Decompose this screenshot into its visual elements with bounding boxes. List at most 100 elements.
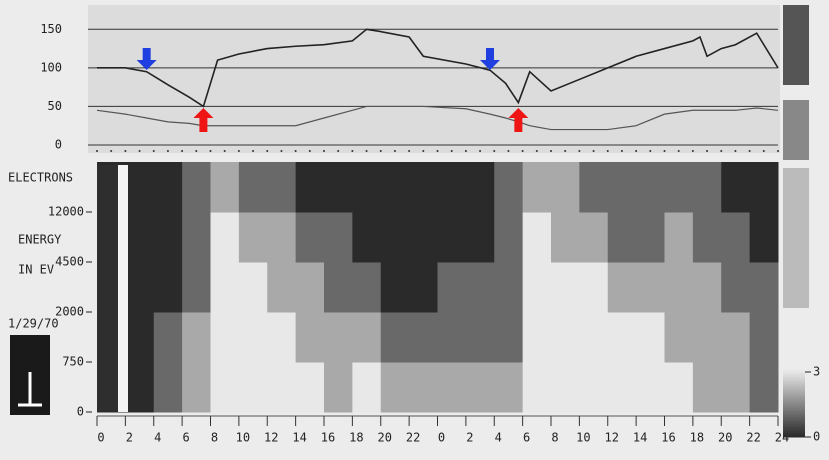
y-tick-label: 150 [40, 22, 62, 36]
heat-cell [153, 212, 183, 263]
dot [96, 150, 98, 152]
colorbar-step [783, 387, 805, 391]
heat-cell [295, 212, 325, 263]
arrow [136, 48, 157, 70]
heat-cell [210, 162, 240, 213]
heat-cell [267, 212, 297, 263]
dot [408, 150, 411, 152]
x-tick-label: 0 [97, 431, 104, 445]
heat-cell [551, 162, 580, 213]
colorbar-step [783, 382, 805, 386]
heat-cell [238, 212, 268, 263]
heat-cell [380, 312, 410, 363]
heat-cell [607, 262, 637, 313]
heat-cell [380, 262, 410, 313]
dot [734, 150, 737, 152]
x-tick-label: 18 [349, 431, 363, 445]
dot [280, 150, 283, 152]
heat-cell [551, 362, 580, 413]
heat-cell [437, 212, 467, 263]
heat-cell [295, 262, 325, 313]
heat-cell [437, 262, 467, 313]
heat-cell [324, 212, 353, 263]
heat-cell [182, 262, 211, 313]
heat-cell [607, 312, 637, 363]
dot [777, 150, 779, 152]
heat-cell [409, 212, 438, 263]
y-tick-label: 750 [62, 355, 84, 369]
x-tick-label: 0 [438, 431, 445, 445]
heat-cell [295, 312, 325, 363]
heat-cell [636, 212, 665, 263]
dot [152, 150, 155, 152]
colorbar-step [783, 414, 805, 418]
heat-cell [607, 212, 637, 263]
x-tick-label: 8 [211, 431, 218, 445]
colorbar-step [783, 427, 805, 431]
heat-cell [324, 362, 353, 413]
dot [550, 150, 552, 152]
heat-cell [182, 212, 211, 263]
arrow [479, 48, 500, 70]
colorbar-step [783, 409, 805, 413]
dot [308, 150, 311, 152]
heat-cell [465, 312, 495, 363]
y-tick-label: 0 [77, 405, 84, 419]
heat-cell [692, 312, 722, 363]
heat-cell [182, 362, 211, 413]
heat-cell [409, 312, 438, 363]
dot [606, 150, 609, 152]
dot [677, 150, 680, 152]
dot [592, 150, 595, 152]
chart-title: ELECTRONS [8, 171, 73, 185]
heat-cell [522, 312, 552, 363]
colorbar-step [783, 430, 805, 434]
heat-cell [409, 362, 438, 413]
colorbar-step [783, 416, 805, 420]
heat-cell [267, 262, 297, 313]
colorbar-step [783, 373, 805, 377]
heat-cell [664, 162, 694, 213]
dot [450, 150, 453, 152]
x-tick-label: 20 [378, 431, 392, 445]
side-patch [783, 5, 809, 85]
heat-cell [579, 312, 609, 363]
heat-cell [153, 362, 183, 413]
colorbar-label: 0 [813, 430, 820, 444]
colorbar-step [783, 398, 805, 402]
dot [691, 150, 694, 152]
heat-cell [437, 312, 467, 363]
heat-cell [437, 362, 467, 413]
dot [166, 150, 169, 152]
dot [521, 150, 524, 152]
dot [620, 150, 623, 152]
heat-cell [437, 162, 467, 213]
heat-cell [749, 162, 779, 213]
dot [365, 150, 368, 152]
heat-cell [153, 162, 183, 213]
x-tick-label: 14 [292, 431, 306, 445]
y-tick-label: 0 [55, 138, 62, 152]
heat-cell [749, 262, 779, 313]
heat-cell [494, 312, 524, 363]
heat-cell [579, 162, 609, 213]
heat-cell [607, 362, 637, 413]
heat-cell [721, 262, 751, 313]
colorbar-step [783, 412, 805, 416]
heat-cell [636, 312, 665, 363]
heat-cell [153, 262, 183, 313]
heat-cell [465, 212, 495, 263]
heat-cell [522, 262, 552, 313]
heat-cell [267, 362, 297, 413]
x-tick-label: 8 [551, 431, 558, 445]
colorbar-step [783, 394, 805, 398]
heat-cell [380, 212, 410, 263]
x-tick-label: 14 [633, 431, 647, 445]
dot [479, 150, 482, 152]
heat-cell [409, 262, 438, 313]
colorbar-step [783, 400, 805, 404]
dot [138, 150, 141, 152]
arrow [193, 108, 214, 132]
